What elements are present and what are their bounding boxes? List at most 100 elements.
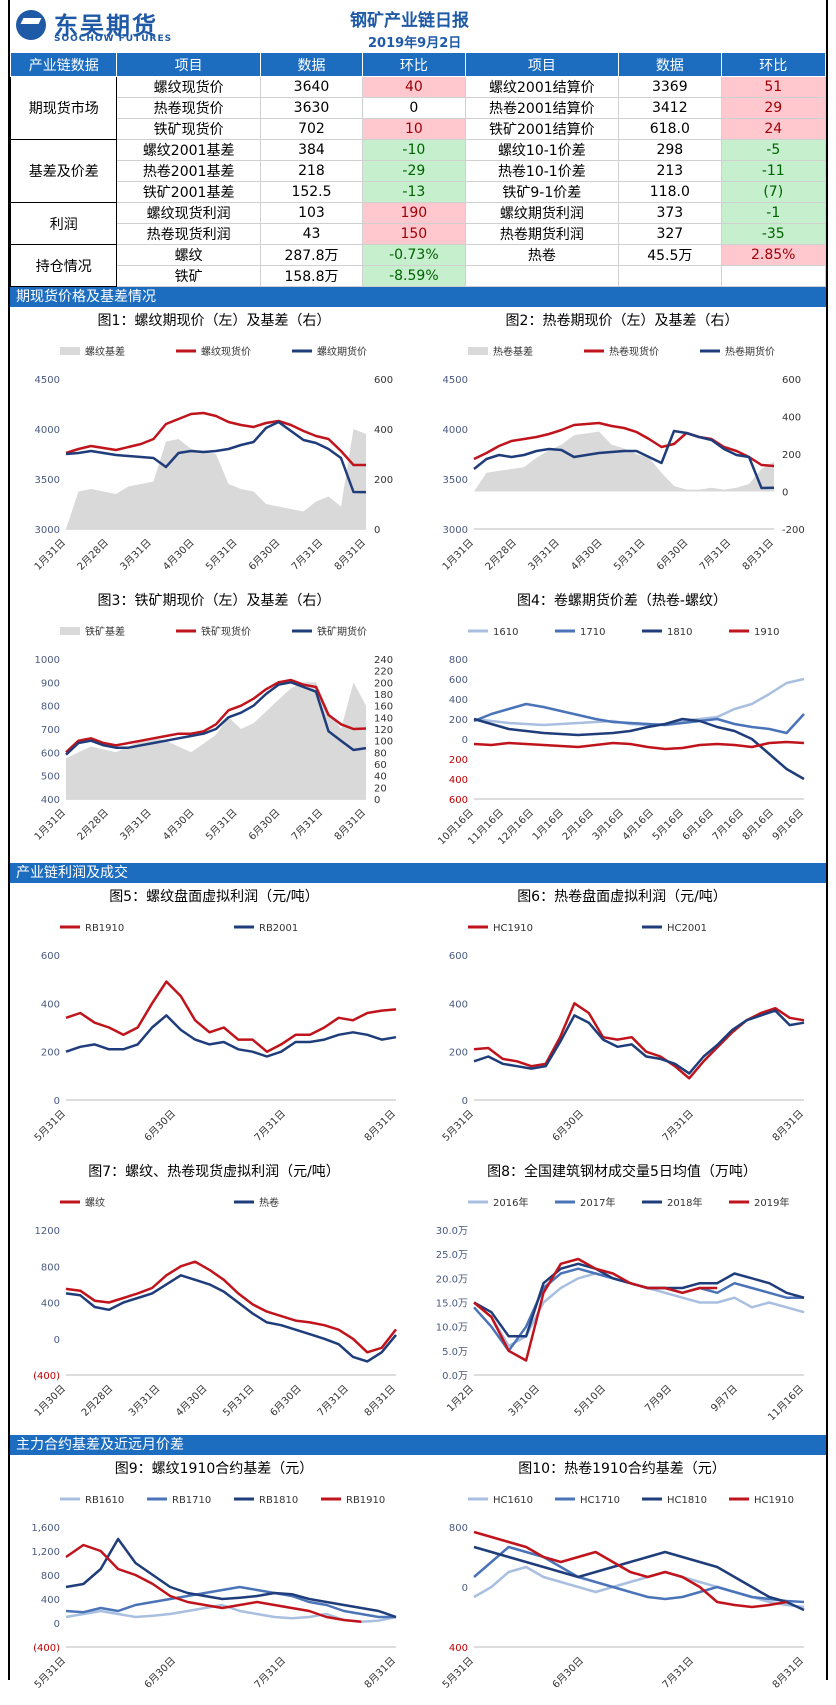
table-header-cell: 项目 (116, 52, 261, 77)
x-tick-label: 2月16日 (560, 807, 596, 843)
x-tick-label: 6月30日 (142, 1108, 178, 1144)
table-row: 基差及价差 螺纹2001基差 384 -10 螺纹10-1价差 298 -5 (9, 139, 826, 203)
y-tick-label: 200 (449, 715, 468, 726)
legend-label: RB1910 (346, 1495, 385, 1506)
company-name-cn: 东吴期货 (54, 12, 158, 40)
x-tick-label: 7月31日 (660, 1108, 696, 1144)
x-tick-label: 7月31日 (660, 1655, 696, 1691)
y-tick-label: 900 (41, 678, 60, 689)
y-tick-label: 600 (449, 951, 468, 962)
series-line (65, 1537, 397, 1619)
legend-label: 螺纹期货价 (317, 345, 367, 358)
chart-hrc-virtual-profit: 图6：热卷盘面虚拟利润（元/吨） HC1910 HC2001 600 400 200 05月… (440, 888, 806, 1144)
table-cell: 298 (618, 139, 722, 161)
legend-label: RB1910 (85, 923, 124, 934)
x-tick-label: 4月30日 (569, 537, 605, 573)
legend-swatch (60, 627, 80, 635)
y-tick-label: 30.0万 (436, 1226, 468, 1237)
x-tick-label: 6月30日 (654, 537, 690, 573)
chart-title: 图3：铁矿期现价（左）及基差（右） (98, 592, 331, 609)
y-tick-label: 400 (41, 795, 60, 806)
legend-label: 热卷现货价 (609, 345, 659, 358)
x-tick-label: 7月31日 (315, 1383, 351, 1419)
series-line (65, 681, 367, 756)
table-cell: 铁矿现货价 (116, 118, 261, 140)
chart-hc1910-basis: 图10：热卷1910合约基差（元） HC1610 HC1710 HC1810 HC191… (440, 1460, 806, 1691)
y2-tick-label: -200 (782, 525, 805, 536)
x-tick-label: 11月16日 (765, 1383, 806, 1424)
x-tick-label: 7月31日 (289, 537, 325, 573)
series-line (473, 702, 805, 735)
table-cell: 热卷期货利润 (464, 223, 620, 245)
series-line (65, 1260, 397, 1354)
table-row: 持仓情况 螺纹 287.8万 -0.73% 热卷 45.5万 2.85% (9, 244, 826, 287)
table-cell: 螺纹现货价 (116, 76, 261, 98)
y-tick-label: 400 (41, 1299, 60, 1310)
legend-label: 螺纹基差 (85, 345, 125, 358)
x-tick-label: 7月31日 (252, 1655, 288, 1691)
y2-tick-label: 80 (374, 748, 387, 759)
table-cell: 29 (720, 97, 826, 119)
legend-label: 2016年 (493, 1196, 528, 1209)
table-cell: 3369 (618, 76, 722, 98)
y2-tick-label: 140 (374, 713, 393, 724)
y-tick-label: 4500 (35, 375, 60, 386)
table-cell: 0 (362, 97, 466, 119)
table-category: 基差及价差 (9, 139, 118, 203)
table-cell: 3630 (259, 97, 364, 119)
x-tick-label: 5月16日 (650, 807, 686, 843)
legend-label: 铁矿现货价 (201, 625, 251, 638)
y-tick-label: 1000 (35, 655, 60, 666)
series-line (473, 717, 805, 781)
x-tick-label: 4月30日 (161, 807, 197, 843)
x-tick-label: 8月31日 (770, 1108, 806, 1144)
table-cell: 铁矿 (116, 265, 261, 287)
y-tick-label: 0.0万 (442, 1371, 468, 1382)
legend-swatch (468, 347, 488, 355)
series-area (474, 431, 774, 492)
table-category: 利润 (9, 202, 118, 245)
table-cell: 384 (259, 139, 364, 161)
table-cell: -29 (362, 160, 466, 182)
y2-tick-label: 200 (782, 450, 801, 461)
series-line (473, 1565, 805, 1609)
section-bar-profit-volume: 产业链利润及成交 (10, 863, 826, 883)
y2-tick-label: 400 (374, 425, 393, 436)
table-cell: 43 (259, 223, 364, 245)
legend-swatch (60, 347, 80, 355)
y2-tick-label: 60 (374, 760, 387, 771)
x-tick-label: 3月31日 (118, 537, 154, 573)
y-tick-label: 600 (449, 675, 468, 686)
table-cell: 铁矿2001基差 (116, 181, 261, 203)
y-tick-label: 10.0万 (436, 1323, 468, 1334)
table-cell: 118.0 (618, 181, 722, 203)
x-tick-label: 6月30日 (268, 1383, 304, 1419)
table-cell: 铁矿2001结算价 (464, 118, 620, 140)
table-cell: 702 (259, 118, 364, 140)
legend-label: RB1810 (259, 1495, 298, 1506)
y-tick-label: 25.0万 (436, 1250, 468, 1261)
x-tick-label: 1月31日 (32, 807, 68, 843)
x-tick-label: 6月30日 (246, 807, 282, 843)
table-row: 热卷现货价 3630 0 热卷2001结算价 3412 29 (11, 97, 826, 119)
chart-rebar-price-basis: 图1：螺纹期现价（左）及基差（右）螺纹基差 螺纹现货价 螺纹期货价450040003… (32, 312, 393, 573)
x-tick-label: 2月28日 (75, 537, 111, 573)
legend-label: 铁矿期货价 (317, 625, 367, 638)
table-header-cell: 项目 (464, 52, 620, 77)
x-tick-label: 7月9日 (642, 1383, 674, 1415)
legend-label: 螺纹 (85, 1196, 105, 1209)
x-tick-label: 7月31日 (289, 807, 325, 843)
series-line (65, 1543, 362, 1624)
legend-label: RB1610 (85, 1495, 124, 1506)
table-cell: 2.85% (720, 244, 826, 266)
chain-data-table: 产业链数据 项目 数据 环比 项目 数据 环比 期现货市场 螺纹现货价 3640 40 螺纹2001… (9, 52, 826, 287)
y2-tick-label: 160 (374, 702, 393, 713)
table-category: 期现货市场 (9, 76, 118, 140)
y-tick-label: 600 (41, 748, 60, 759)
series-line (473, 1262, 805, 1338)
y-tick-label: 4000 (35, 425, 60, 436)
x-tick-label: 5月31日 (440, 1655, 476, 1691)
table-row: 铁矿 158.8万 -8.59% (11, 265, 826, 287)
chart-title: 图4：卷螺期货价差（热卷-螺纹） (517, 592, 727, 609)
